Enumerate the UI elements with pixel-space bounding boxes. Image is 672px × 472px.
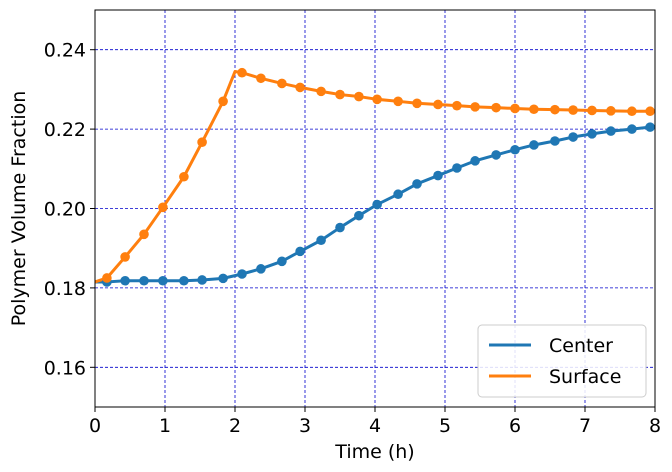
data-point-center — [452, 163, 462, 173]
data-point-surface — [218, 96, 228, 107]
data-point-surface — [256, 73, 266, 84]
data-point-center — [354, 210, 364, 221]
data-point-center — [470, 156, 480, 166]
x-tick-label: 4 — [369, 415, 381, 437]
x-tick-label: 1 — [159, 415, 171, 437]
y-axis-label: Polymer Volume Fraction — [8, 91, 30, 327]
data-point-center — [158, 275, 168, 286]
data-point-surface — [179, 171, 189, 182]
data-point-surface — [510, 103, 520, 114]
legend: Center Surface — [477, 324, 647, 398]
y-tick-label: 0.20 — [44, 199, 86, 221]
data-point-center — [316, 235, 326, 246]
data-point-surface — [120, 252, 130, 262]
data-point-center — [139, 275, 149, 286]
data-point-center — [645, 122, 655, 132]
data-point-center — [393, 189, 403, 200]
data-point-center — [550, 136, 560, 146]
y-tick-label: 0.22 — [44, 119, 86, 141]
data-point-surface — [335, 89, 345, 100]
x-tick-label: 5 — [439, 415, 451, 437]
x-axis-ticks: 0 1 2 3 4 5 6 7 8 — [89, 407, 661, 437]
data-point-center — [218, 273, 228, 284]
data-point-center — [120, 275, 130, 286]
legend-label-center: Center — [549, 335, 613, 357]
data-point-center — [491, 150, 501, 160]
data-point-center — [372, 199, 382, 210]
data-point-center — [277, 256, 287, 267]
data-point-surface — [139, 229, 149, 240]
data-point-surface — [587, 105, 597, 116]
data-point-surface — [433, 99, 443, 110]
data-point-surface — [393, 96, 403, 107]
data-point-surface — [237, 67, 247, 78]
data-point-surface — [372, 94, 382, 105]
data-point-surface — [354, 91, 364, 102]
y-tick-label: 0.16 — [44, 357, 86, 379]
data-point-center — [335, 222, 345, 233]
data-point-surface — [568, 105, 578, 115]
data-point-center — [179, 275, 189, 286]
x-tick-label: 0 — [89, 415, 101, 437]
data-point-surface — [606, 106, 616, 116]
data-point-center — [568, 132, 578, 142]
data-point-center — [606, 126, 616, 136]
data-point-surface — [102, 273, 112, 283]
data-point-center — [433, 170, 443, 181]
legend-label-surface: Surface — [549, 366, 621, 388]
data-point-surface — [158, 202, 168, 213]
data-point-surface — [452, 100, 462, 111]
y-tick-label: 0.18 — [44, 278, 86, 300]
x-tick-label: 6 — [509, 415, 521, 437]
x-tick-label: 2 — [229, 415, 241, 437]
data-point-surface — [645, 106, 655, 117]
data-point-center — [627, 124, 637, 134]
data-point-center — [529, 140, 539, 150]
x-tick-label: 8 — [649, 415, 661, 437]
y-axis-ticks: 0.16 0.18 0.20 0.22 0.24 — [44, 40, 95, 379]
data-point-surface — [470, 102, 480, 112]
data-point-surface — [295, 82, 305, 93]
data-point-surface — [197, 137, 207, 148]
data-point-center — [510, 144, 520, 155]
data-point-surface — [277, 78, 287, 89]
data-point-center — [412, 179, 422, 189]
x-tick-label: 3 — [299, 415, 311, 437]
data-point-center — [237, 269, 247, 279]
x-tick-label: 7 — [579, 415, 591, 437]
data-point-center — [197, 275, 207, 285]
data-point-surface — [550, 104, 560, 115]
y-tick-label: 0.24 — [44, 40, 86, 62]
legend-box — [477, 324, 647, 398]
x-axis-label: Time (h) — [334, 441, 414, 463]
data-point-surface — [529, 104, 539, 115]
data-point-surface — [491, 102, 501, 113]
data-point-center — [295, 246, 305, 257]
data-point-surface — [627, 106, 637, 117]
data-point-center — [587, 129, 597, 139]
series-markers — [102, 67, 655, 287]
data-point-surface — [412, 98, 422, 109]
data-point-center — [256, 264, 266, 274]
data-point-surface — [316, 86, 326, 97]
